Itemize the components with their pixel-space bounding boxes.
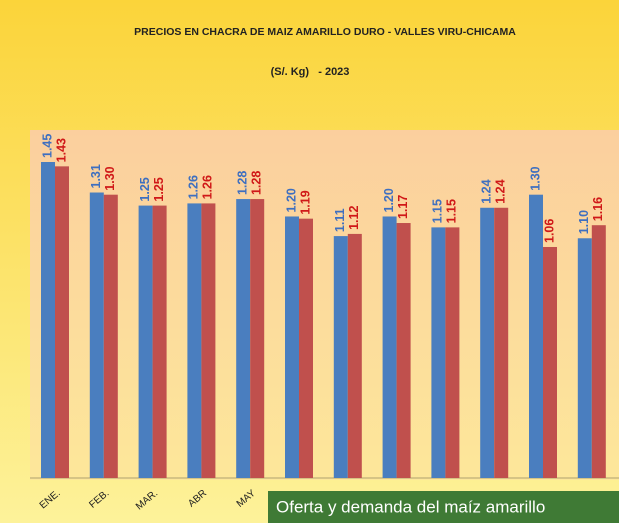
value-label: 1.17 bbox=[396, 195, 410, 219]
bar bbox=[152, 205, 167, 478]
value-label: 1.06 bbox=[542, 219, 556, 243]
bar bbox=[138, 205, 153, 478]
value-label: 1.24 bbox=[479, 179, 493, 203]
value-label: 1.45 bbox=[40, 134, 54, 158]
chart-title: PRECIOS EN CHACRA DE MAIZ AMARILLO DURO … bbox=[134, 26, 516, 38]
value-label: 1.28 bbox=[235, 171, 249, 195]
bar bbox=[250, 199, 265, 478]
bar bbox=[529, 194, 543, 479]
caption: Oferta y demanda del maíz amarillo bbox=[276, 497, 545, 516]
value-label: 1.24 bbox=[493, 179, 507, 203]
value-label: 1.10 bbox=[577, 210, 591, 234]
value-label: 1.31 bbox=[89, 164, 103, 188]
bar bbox=[591, 225, 606, 478]
bar bbox=[333, 236, 348, 478]
value-label: 1.20 bbox=[382, 188, 396, 212]
marks: 1.45 1.31 1.25 1.26 1.28 1.20 1.11 1.20 1.15 1.24… bbox=[38, 134, 606, 512]
chart-subtitle: (S/. Kg) - 2023 bbox=[271, 66, 350, 78]
bar bbox=[382, 216, 397, 478]
plot-area bbox=[30, 130, 619, 480]
value-label: 1.43 bbox=[54, 138, 68, 162]
value-label: 1.15 bbox=[431, 199, 445, 223]
value-label: 1.28 bbox=[249, 171, 263, 195]
bar bbox=[577, 238, 592, 478]
value-label: 1.11 bbox=[333, 208, 347, 232]
bar bbox=[396, 223, 411, 478]
bar bbox=[236, 199, 251, 478]
bar bbox=[299, 218, 313, 479]
value-label: 1.30 bbox=[103, 166, 117, 190]
value-label: 1.30 bbox=[528, 166, 542, 190]
bar bbox=[445, 227, 460, 478]
bar bbox=[187, 203, 202, 478]
value-label: 1.15 bbox=[445, 199, 459, 223]
bar bbox=[431, 227, 446, 478]
bar bbox=[55, 166, 69, 478]
bar bbox=[89, 192, 104, 478]
bar bbox=[494, 207, 509, 479]
value-label: 1.25 bbox=[152, 177, 166, 201]
value-label: 1.19 bbox=[298, 190, 312, 214]
bar bbox=[285, 216, 299, 478]
value-label: 1.26 bbox=[201, 175, 215, 199]
value-label: 1.12 bbox=[347, 206, 361, 230]
value-label: 1.25 bbox=[138, 177, 152, 201]
caption-box bbox=[268, 491, 619, 523]
bar bbox=[480, 207, 495, 479]
bar bbox=[347, 233, 362, 478]
bar bbox=[201, 203, 216, 478]
value-label: 1.26 bbox=[187, 175, 201, 199]
bar bbox=[41, 162, 55, 478]
bar bbox=[103, 194, 118, 479]
value-label: 1.20 bbox=[284, 188, 298, 212]
bar bbox=[543, 246, 557, 478]
value-label: 1.16 bbox=[591, 197, 605, 221]
